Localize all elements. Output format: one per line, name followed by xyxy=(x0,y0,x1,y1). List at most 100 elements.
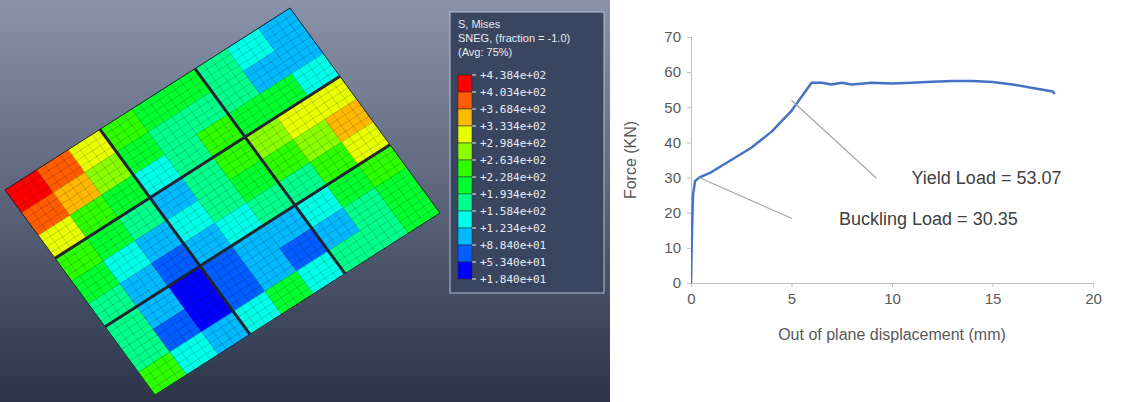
tick-label: 60 xyxy=(664,63,681,80)
contour-cells xyxy=(5,8,440,395)
mesh-line xyxy=(195,69,345,274)
mesh-line xyxy=(282,13,432,218)
tick-mark xyxy=(687,37,691,38)
colorbar-tick xyxy=(472,228,476,229)
colorbar-tick xyxy=(472,211,476,212)
mesh-line xyxy=(211,59,361,264)
mesh-line xyxy=(187,74,337,279)
colorbar-tick xyxy=(472,160,476,161)
annotations: Yield Load = 53.07 Buckling Load = 30.35 xyxy=(699,100,1061,228)
y-tick: 20 xyxy=(664,204,691,221)
mesh-line xyxy=(118,162,403,344)
colorbar-swatch xyxy=(458,228,472,245)
colorbar-swatch xyxy=(458,75,472,92)
colorbar-swatch xyxy=(458,92,472,109)
x-axis-title: Out of plane displacement (mm) xyxy=(778,326,1006,343)
colorbar-tick-label: +1.840e+01 xyxy=(480,273,546,286)
figure: S, MisesSNEG, (fraction = -1.0)(Avg: 75%… xyxy=(0,0,1143,402)
y-axis-title: Force (KN) xyxy=(622,121,639,199)
colorbar-tick-label: +4.384e+02 xyxy=(480,69,546,82)
plate-outline xyxy=(5,8,440,395)
tick-mark xyxy=(687,142,691,143)
colorbar-tick-label: +2.634e+02 xyxy=(480,154,546,167)
tick-mark xyxy=(792,283,793,287)
axis-line xyxy=(692,284,1094,288)
tick-mark xyxy=(892,283,893,287)
mesh-line xyxy=(126,173,411,355)
colorbar-tick xyxy=(472,75,476,76)
colorbar-tick xyxy=(472,109,476,110)
tick-label: 5 xyxy=(788,290,796,307)
colorbar-tick xyxy=(472,177,476,178)
tick-label: 0 xyxy=(673,274,681,291)
stiffener xyxy=(100,129,250,334)
mesh-line xyxy=(122,167,407,349)
tick-label: 30 xyxy=(664,169,681,186)
colorbar-swatch xyxy=(458,160,472,177)
colorbar-tick xyxy=(472,126,476,127)
x-tick: 20 xyxy=(1085,283,1102,307)
tick-label: 40 xyxy=(664,134,681,151)
mesh-line xyxy=(203,64,353,269)
stiffener xyxy=(105,145,390,327)
mesh-line xyxy=(243,38,393,243)
annotation: Yield Load = 53.07 xyxy=(912,168,1062,188)
annotation: Buckling Load = 30.35 xyxy=(839,209,1018,229)
tick-label: 70 xyxy=(664,28,681,45)
mesh-line xyxy=(105,145,390,327)
mesh-line xyxy=(258,28,408,233)
tick-mark xyxy=(687,178,691,179)
colorbar-tick xyxy=(472,279,476,280)
stiffener xyxy=(195,69,345,274)
y-tick: 70 xyxy=(664,28,691,45)
colorbar-tick xyxy=(472,245,476,246)
mesh-line xyxy=(235,43,385,248)
colorbar-tick-label: +2.284e+02 xyxy=(480,171,546,184)
colorbar-tick-label: +5.340e+01 xyxy=(480,256,546,269)
colorbar-swatch xyxy=(458,109,472,126)
tick-mark xyxy=(1093,283,1094,287)
mesh-line xyxy=(138,190,423,372)
colorbar-tick xyxy=(472,143,476,144)
color-legend: S, MisesSNEG, (fraction = -1.0)(Avg: 75%… xyxy=(450,12,604,293)
mesh-line xyxy=(151,207,436,389)
colorbar-swatch xyxy=(458,245,472,262)
y-tick: 10 xyxy=(664,239,691,256)
tick-label: 10 xyxy=(884,290,901,307)
mesh-line xyxy=(109,150,394,332)
colorbar-swatch xyxy=(458,177,472,194)
mesh-line xyxy=(134,185,419,367)
tick-mark xyxy=(687,248,691,249)
mesh-line xyxy=(130,179,415,361)
mesh-line xyxy=(113,156,398,338)
colorbar-swatch xyxy=(458,194,472,211)
mesh-line xyxy=(274,18,424,223)
x-tick: 0 xyxy=(687,283,695,307)
legend-title: SNEG, (fraction = -1.0) xyxy=(458,32,570,44)
x-tick: 10 xyxy=(884,283,901,307)
y-tick: 50 xyxy=(664,99,691,116)
mesh-line xyxy=(97,133,382,315)
colorbar-swatch xyxy=(458,211,472,228)
tick-mark xyxy=(687,283,691,284)
colorbar-tick-label: +1.234e+02 xyxy=(480,222,546,235)
colorbar-tick-label: +1.584e+02 xyxy=(480,205,546,218)
colorbar-tick xyxy=(472,262,476,263)
axis-line xyxy=(687,38,692,284)
y-tick: 0 xyxy=(673,274,691,291)
mesh xyxy=(5,8,440,395)
colorbar-tick-label: +8.840e+01 xyxy=(480,239,546,252)
line-chart: 05101520010203040506070Out of plane disp… xyxy=(622,28,1102,343)
leader-line xyxy=(699,178,792,219)
x-tick: 5 xyxy=(788,283,796,307)
mesh-line xyxy=(227,48,377,253)
tick-label: 20 xyxy=(1085,290,1102,307)
legend-title: (Avg: 75%) xyxy=(458,46,512,58)
y-tick: 30 xyxy=(664,169,691,186)
stiffener xyxy=(55,76,340,258)
tick-mark xyxy=(687,107,691,108)
colorbar-tick xyxy=(472,92,476,93)
y-tick: 40 xyxy=(664,134,691,151)
mesh-line xyxy=(101,139,386,321)
tick-mark xyxy=(687,213,691,214)
